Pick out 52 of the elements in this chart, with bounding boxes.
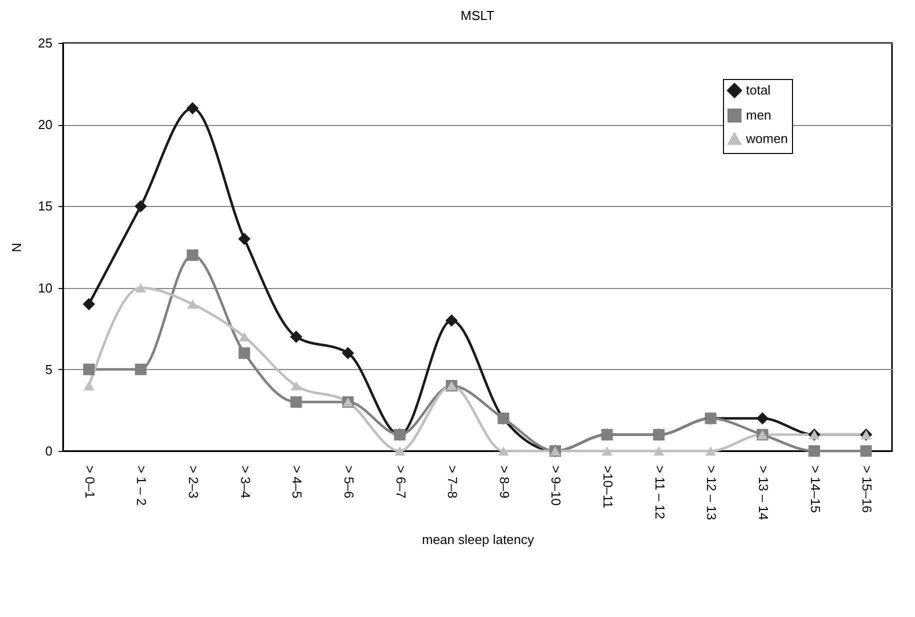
point xyxy=(238,232,250,245)
point xyxy=(238,347,250,359)
x-tick-label: > 1 – 2 xyxy=(134,466,150,506)
legend-label: men xyxy=(746,108,772,122)
point xyxy=(342,346,354,360)
chart-title: MSLT xyxy=(460,8,494,23)
point xyxy=(135,283,146,292)
point xyxy=(705,446,716,456)
x-tick-label: > 11 – 12 xyxy=(652,466,668,520)
x-tick-label: > 14–15 xyxy=(808,466,823,513)
legend-label: women xyxy=(745,131,788,146)
x-tick-label: > 12 – 13 xyxy=(704,466,720,520)
point xyxy=(394,446,406,456)
x-tick-label: >10–11 xyxy=(600,466,616,508)
x-tick-label: > 15–16 xyxy=(860,466,875,513)
x-tick-label: > 5–6 xyxy=(341,466,356,498)
x-tick-label: > 13 – 14 xyxy=(756,466,771,520)
x-tick-label: > 4–5 xyxy=(290,466,305,498)
point xyxy=(290,396,302,408)
point xyxy=(134,200,147,212)
x-axis-title: mean sleep latency xyxy=(422,532,535,548)
y-tick-label: 5 xyxy=(45,362,52,377)
point xyxy=(498,446,509,456)
y-axis-title: N xyxy=(9,242,24,252)
y-tick-label: 0 xyxy=(45,444,52,458)
x-tick-label: > 7–8 xyxy=(445,466,460,498)
point xyxy=(186,249,198,261)
point xyxy=(756,412,769,424)
point xyxy=(653,446,664,456)
x-tick-label: > 6–7 xyxy=(393,466,408,498)
point xyxy=(83,364,95,376)
x-tick-label: > 2–3 xyxy=(186,466,202,498)
point xyxy=(808,445,820,457)
x-tick-label: > 8–9 xyxy=(496,466,512,498)
x-tick-label: > 0–1 xyxy=(82,466,98,498)
y-tick-label: 15 xyxy=(38,198,52,214)
point xyxy=(187,299,198,309)
y-tick-label: 20 xyxy=(38,117,52,132)
point xyxy=(445,314,458,327)
point xyxy=(860,445,872,457)
point xyxy=(82,298,96,310)
point xyxy=(84,381,94,390)
y-tick-label: 10 xyxy=(38,280,52,296)
point xyxy=(290,381,302,390)
legend-label: total xyxy=(746,82,771,98)
point xyxy=(602,446,612,456)
point xyxy=(134,364,146,376)
x-tick-label: > 9–10 xyxy=(548,466,564,506)
y-tick-label: 25 xyxy=(38,36,52,50)
point xyxy=(186,102,199,114)
point xyxy=(290,330,302,343)
x-tick-label: > 3–4 xyxy=(238,466,253,498)
